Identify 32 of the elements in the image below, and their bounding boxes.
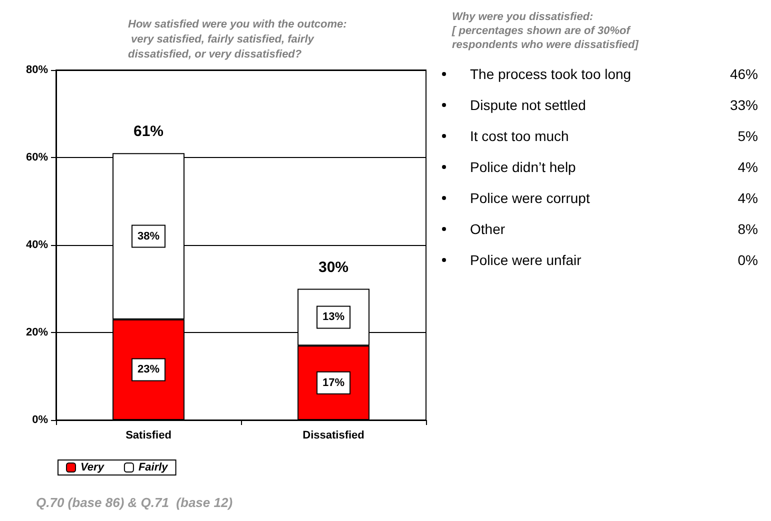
category-label: It cost too much — [470, 128, 570, 144]
text: Q.70 (base 86) & Q.71 (base 12) — [36, 495, 233, 510]
x-tick-label: Satisfied — [126, 430, 172, 442]
y-tick-label: 60% — [26, 152, 48, 164]
text: 33% — [730, 96, 758, 112]
data-label: 38% — [137, 230, 160, 242]
text: 5% — [738, 128, 758, 144]
category-label: Dispute not settled — [470, 96, 587, 112]
text: 46% — [730, 66, 758, 82]
text: 8% — [738, 220, 758, 236]
chart-title: How satisfied were you with the outcome: very satisfied, fairly satisfied, fairly dissatisfied, or very dissatisfied? — [128, 18, 348, 60]
data-label: 23% — [137, 364, 160, 376]
text: 0% — [738, 252, 758, 268]
text: 4% — [738, 190, 758, 206]
y-tick-label: 20% — [26, 326, 48, 338]
total-label: 30% — [318, 258, 349, 276]
x-tick-label: Dissatisfied — [302, 430, 364, 442]
text: Why were you dissatisfied: [ percentages shown are of 30%of respondents who were dissatisfied] — [452, 10, 640, 52]
category-label: The process took too long — [470, 66, 632, 82]
data-label: 17% — [322, 376, 345, 389]
category-label: Police didn’t help — [470, 158, 577, 174]
legend-label: Fairly — [138, 462, 169, 474]
y-tick-label: 80% — [26, 64, 48, 76]
category-label: Other — [470, 220, 506, 236]
y-tick-label: 40% — [26, 239, 48, 251]
text: 4% — [738, 158, 758, 174]
category-label: Police were corrupt — [470, 190, 591, 206]
legend-label: Very — [80, 462, 105, 474]
total-label: 61% — [133, 123, 164, 140]
y-tick-label: 0% — [32, 414, 48, 426]
data-label: 13% — [322, 311, 345, 324]
category-label: Police were unfair — [470, 252, 582, 268]
